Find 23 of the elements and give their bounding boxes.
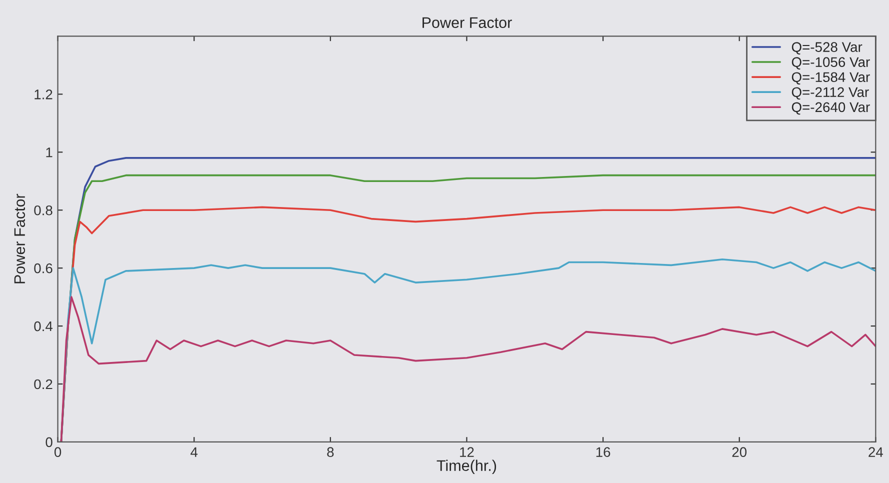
legend-label: Q=-2112 Var bbox=[792, 87, 869, 100]
y-tick-label: 0 bbox=[46, 437, 52, 448]
x-tick-label: 16 bbox=[596, 447, 610, 458]
legend-label: Q=-2640 Var bbox=[792, 102, 870, 115]
x-tick-label: 0 bbox=[54, 447, 62, 458]
y-tick-label: 0.8 bbox=[34, 205, 52, 216]
y-axis-title: Power Factor bbox=[14, 194, 26, 284]
legend-label: Q=-1056 Var bbox=[792, 57, 870, 70]
y-tick-label: 0.4 bbox=[34, 321, 53, 332]
y-tick-label: 0.2 bbox=[34, 379, 52, 390]
x-tick-label: 24 bbox=[868, 447, 883, 457]
legend-label: Q=-528 Var bbox=[792, 42, 862, 54]
y-tick-label: 1.2 bbox=[34, 90, 52, 100]
chart-title: Power Factor bbox=[422, 17, 512, 28]
legend-label: Q=-1584 Var bbox=[792, 72, 870, 85]
x-tick-label: 4 bbox=[190, 447, 198, 457]
line-series bbox=[60, 296, 876, 442]
y-tick-label: 0.6 bbox=[34, 263, 52, 274]
x-tick-label: 20 bbox=[732, 447, 747, 458]
x-tick-label: 8 bbox=[327, 447, 334, 458]
y-tick-label: 1 bbox=[46, 148, 52, 158]
x-tick-label: 12 bbox=[460, 447, 474, 457]
x-axis-title: Time(hr.) bbox=[436, 460, 496, 474]
